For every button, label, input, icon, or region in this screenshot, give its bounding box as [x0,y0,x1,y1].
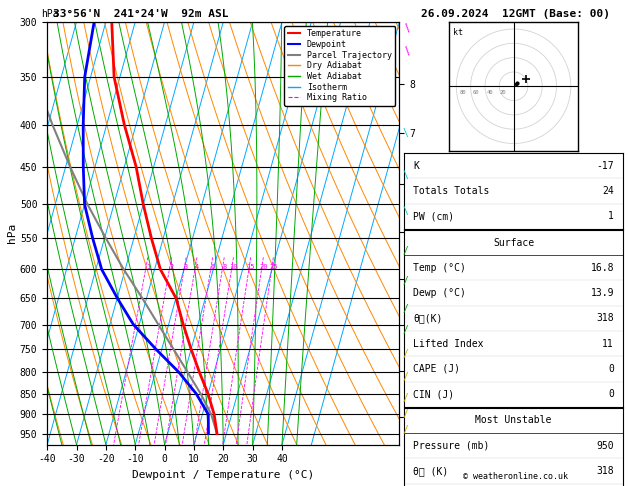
Text: CAPE (J): CAPE (J) [413,364,460,374]
Text: 20: 20 [500,90,506,95]
Text: /: / [403,393,408,403]
Text: 0: 0 [608,364,614,374]
Y-axis label: hPa: hPa [7,223,17,243]
Text: 2: 2 [169,264,174,270]
Text: /: / [403,425,408,435]
Text: 15: 15 [247,264,255,270]
Text: PW (cm): PW (cm) [413,211,454,221]
Text: /: / [403,246,408,256]
X-axis label: Dewpoint / Temperature (°C): Dewpoint / Temperature (°C) [132,470,314,480]
Text: 33°56'N  241°24'W  92m ASL: 33°56'N 241°24'W 92m ASL [53,9,229,19]
Text: 950: 950 [596,441,614,451]
Text: \: \ [403,207,408,216]
Text: 60: 60 [473,90,479,95]
Text: Pressure (mb): Pressure (mb) [413,441,489,451]
Text: Surface: Surface [493,238,534,247]
Text: kt: kt [453,28,463,36]
Text: \: \ [403,128,408,139]
Text: CIN (J): CIN (J) [413,389,454,399]
Text: /: / [403,304,408,314]
Text: 40: 40 [486,90,493,95]
Text: /: / [403,276,408,286]
Text: 3: 3 [184,264,188,270]
Text: /: / [403,325,408,334]
Text: Temp (°C): Temp (°C) [413,263,466,273]
Text: /: / [403,372,408,382]
Text: 0: 0 [608,389,614,399]
Text: Lifted Index: Lifted Index [413,339,484,348]
Text: 8: 8 [222,264,226,270]
Text: 13.9: 13.9 [591,288,614,298]
Text: Totals Totals: Totals Totals [413,186,489,196]
Text: 11: 11 [602,339,614,348]
Text: 6: 6 [211,264,214,270]
Text: /: / [403,349,408,359]
Text: \: \ [403,170,408,179]
Legend: Temperature, Dewpoint, Parcel Trajectory, Dry Adiabat, Wet Adiabat, Isotherm, Mi: Temperature, Dewpoint, Parcel Trajectory… [284,26,395,105]
Text: 10: 10 [229,264,238,270]
Text: 26.09.2024  12GMT (Base: 00): 26.09.2024 12GMT (Base: 00) [421,9,610,19]
Text: 24: 24 [602,186,614,196]
Text: 16.8: 16.8 [591,263,614,273]
Text: Most Unstable: Most Unstable [476,416,552,425]
Text: /: / [403,409,408,419]
Text: /: / [403,22,415,34]
Text: K: K [413,161,419,171]
Text: hPa: hPa [41,9,58,19]
Text: /: / [403,45,415,56]
Text: -17: -17 [596,161,614,171]
Text: θᴄ (K): θᴄ (K) [413,466,448,476]
Text: © weatheronline.co.uk: © weatheronline.co.uk [463,472,567,481]
Text: 25: 25 [269,264,277,270]
Text: 80: 80 [459,90,465,95]
Text: 1: 1 [608,211,614,221]
Text: Dewp (°C): Dewp (°C) [413,288,466,298]
Text: 318: 318 [596,313,614,323]
Text: 1: 1 [146,264,150,270]
Text: LCL: LCL [403,429,421,439]
Text: 4: 4 [195,264,199,270]
Text: 20: 20 [259,264,267,270]
Text: 318: 318 [596,466,614,476]
Text: θᴄ(K): θᴄ(K) [413,313,443,323]
Y-axis label: Mixing Ratio (g/kg): Mixing Ratio (g/kg) [418,177,428,289]
